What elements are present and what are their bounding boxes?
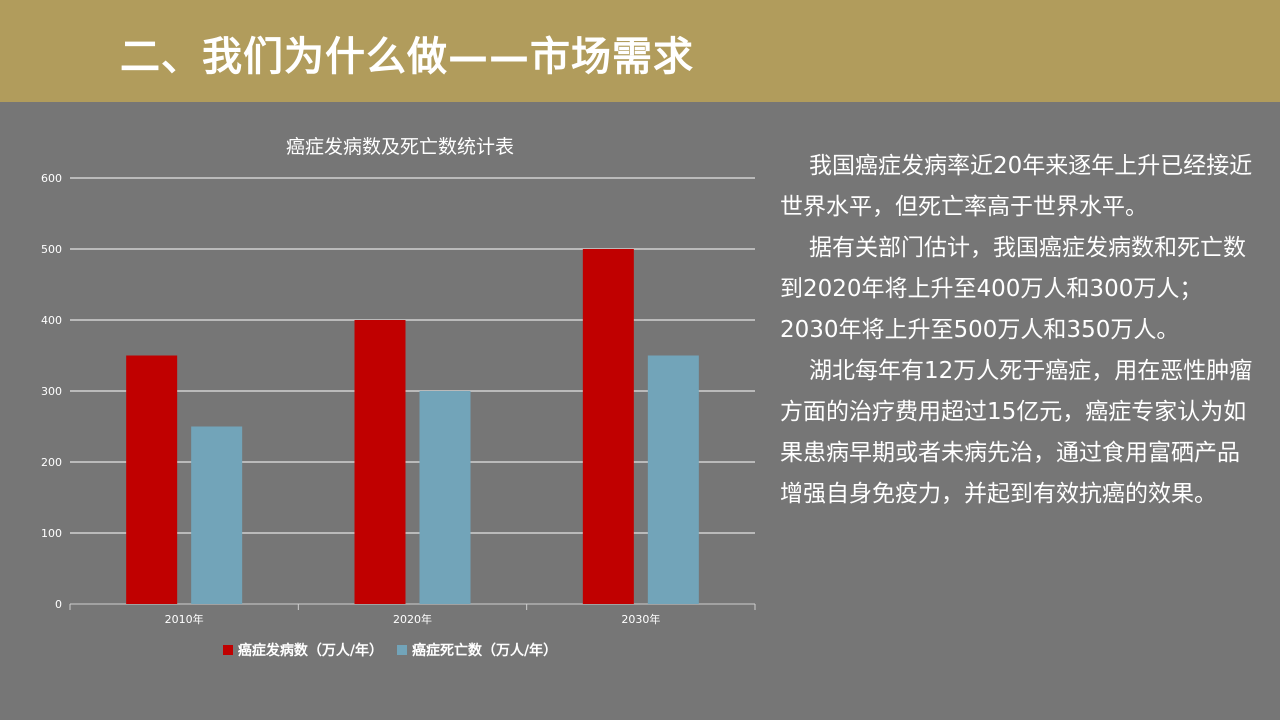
legend-swatch-death <box>397 645 407 655</box>
title-banner: 二、我们为什么做——市场需求 <box>0 0 1280 102</box>
x-tick-label: 2030年 <box>621 612 660 626</box>
bar <box>582 249 634 604</box>
bar <box>126 355 178 604</box>
paragraph-1: 我国癌症发病率近20年来逐年上升已经接近世界水平，但死亡率高于世界水平。 <box>780 153 1253 220</box>
y-tick-label: 200 <box>41 456 62 469</box>
legend-swatch-incidence <box>222 645 233 655</box>
x-tick-label: 2010年 <box>165 612 204 626</box>
paragraph-3: 湖北每年有12万人死于癌症，用在恶性肿瘤方面的治疗费用超过15亿元，癌症专家认为… <box>780 358 1253 507</box>
y-tick-label: 0 <box>55 598 62 611</box>
y-tick-label: 400 <box>41 314 62 327</box>
legend-label-incidence: 癌症发病数（万人/年） <box>237 643 383 659</box>
bar <box>647 355 699 604</box>
y-tick-label: 300 <box>41 385 62 398</box>
bar <box>191 426 243 604</box>
body-text: 我国癌症发病率近20年来逐年上升已经接近世界水平，但死亡率高于世界水平。 据有关… <box>780 146 1260 515</box>
y-tick-label: 500 <box>41 243 62 256</box>
bar-chart: 癌症发病数及死亡数统计表 0 100 200 300 400 500 600 2010年 202… <box>0 120 780 680</box>
y-tick-label: 100 <box>41 527 62 540</box>
legend-label-death: 癌症死亡数（万人/年） <box>412 643 558 659</box>
chart-title: 癌症发病数及死亡数统计表 <box>285 136 514 158</box>
x-tick-label: 2020年 <box>393 612 432 626</box>
chart-plot: 0 100 200 300 400 500 600 2010年 2020年 2030年 <box>41 172 756 626</box>
slide-title: 二、我们为什么做——市场需求 <box>120 34 694 80</box>
legend-item-incidence: 癌症发病数（万人/年） <box>222 640 383 660</box>
y-tick-label: 600 <box>41 172 62 185</box>
paragraph-2: 据有关部门估计，我国癌症发病数和死亡数到2020年将上升至400万人和300万人… <box>780 235 1246 343</box>
bar <box>419 391 471 604</box>
chart-legend: 癌症发病数（万人/年） 癌症死亡数（万人/年） <box>0 640 780 660</box>
bar <box>354 320 406 604</box>
legend-item-death: 癌症死亡数（万人/年） <box>397 640 557 660</box>
